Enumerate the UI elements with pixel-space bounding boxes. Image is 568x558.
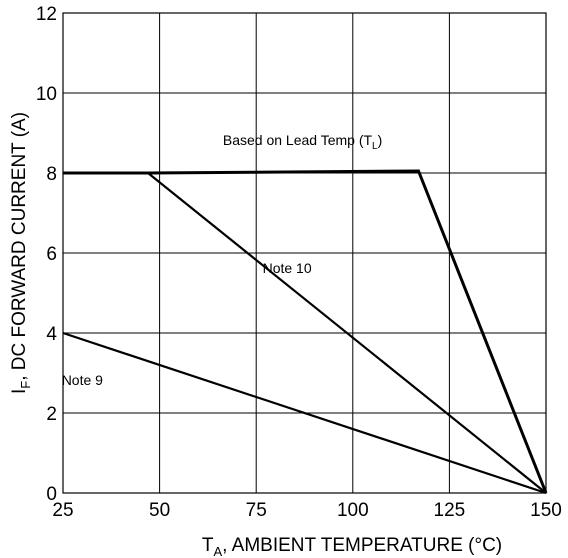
x-axis-title-rest: , AMBIENT TEMPERATURE (°C)	[222, 535, 502, 556]
series-line-3	[62, 331, 547, 495]
y-tick-label-4: 4	[46, 324, 57, 345]
tick-labels: 25 50 75 100 125 150 0 2 4 6 8 10 12	[36, 4, 562, 521]
x-tick-label-75: 75	[246, 500, 267, 521]
x-axis-title: TA, AMBIENT TEMPERATURE (°C)	[202, 535, 502, 558]
y-axis-title: IF, DC FORWARD CURRENT (A)	[9, 112, 33, 394]
annotations: Based on Lead Temp (TL) Note 10 Note 9	[62, 132, 383, 388]
x-tick-label-50: 50	[149, 500, 170, 521]
x-tick-label-150: 150	[530, 500, 562, 521]
x-axis-title-sub: A	[213, 544, 222, 558]
y-axis-title-main: I	[9, 389, 30, 394]
x-axis-title-main: T	[202, 535, 214, 556]
y-axis-title-sub: F	[18, 381, 33, 389]
y-axis-title-rest: , DC FORWARD CURRENT (A)	[9, 112, 30, 381]
y-tick-label-8: 8	[46, 164, 57, 185]
y-tick-label-2: 2	[46, 404, 57, 425]
x-tick-label-100: 100	[337, 500, 369, 521]
y-tick-label-10: 10	[36, 84, 57, 105]
series-line-1	[63, 169, 548, 494]
y-tick-label-12: 12	[36, 4, 57, 25]
y-tick-label-0: 0	[46, 484, 57, 505]
axis-titles: TA, AMBIENT TEMPERATURE (°C) IF, DC FORW…	[9, 112, 502, 558]
grid-layer	[62, 12, 547, 494]
x-tick-label-25: 25	[52, 500, 73, 521]
annotation-lead: Based on Lead Temp (TL)	[223, 132, 382, 152]
plot-frame	[62, 12, 547, 494]
annotation-note10: Note 10	[263, 260, 312, 276]
series-layer	[62, 169, 548, 495]
x-tick-label-125: 125	[434, 500, 466, 521]
annotation-note9: Note 9	[62, 372, 103, 388]
series-line-2	[147, 172, 547, 494]
y-tick-label-6: 6	[46, 244, 57, 265]
